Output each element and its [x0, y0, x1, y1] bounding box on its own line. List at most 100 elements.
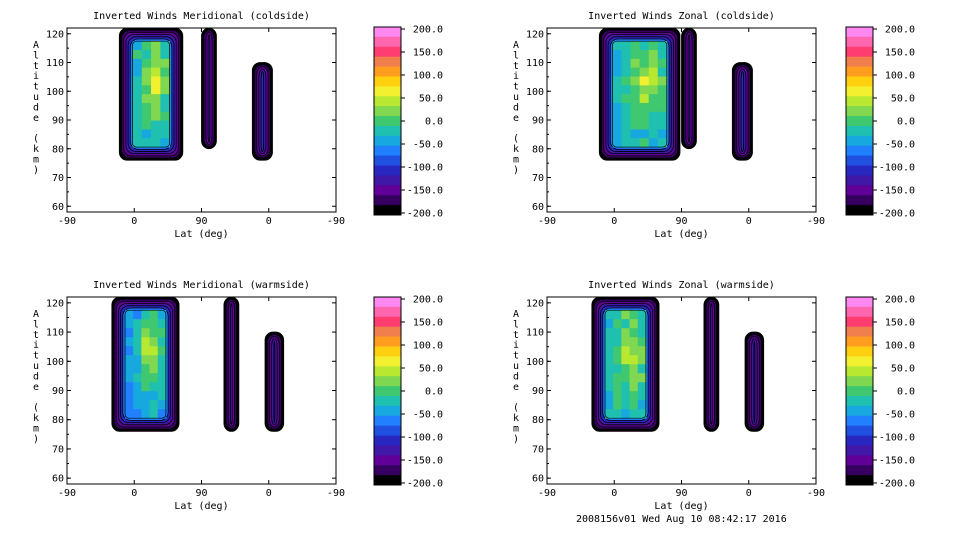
colorbar-swatch — [846, 27, 873, 38]
colorbar-tick-label: -50.0 — [413, 410, 443, 421]
heatmap-cell — [605, 346, 614, 356]
heatmap-cell — [629, 346, 639, 356]
heatmap-cell — [637, 373, 647, 383]
y-tick-label: 120 — [526, 29, 544, 40]
y-tick-label: 120 — [46, 298, 64, 309]
heatmap-cell — [132, 102, 143, 113]
colorbar-swatch — [846, 145, 873, 157]
heatmap-cell — [151, 129, 161, 139]
heatmap-cell — [160, 102, 171, 113]
heatmap-cell — [621, 310, 631, 320]
colorbar-swatch — [846, 326, 873, 337]
heatmap-body — [118, 28, 273, 161]
colorbar-swatch — [374, 297, 401, 308]
y-tick-label: 60 — [52, 474, 64, 485]
footer-stamp: 2008156v01 Wed Aug 10 08:42:17 2016 — [576, 514, 787, 525]
heatmap-cell — [151, 50, 161, 60]
heatmap-cell — [151, 58, 161, 69]
colorbar-tick-label: 0.0 — [425, 387, 443, 398]
y-tick-label: 70 — [52, 444, 64, 455]
heatmap-cell — [630, 102, 641, 113]
heatmap-cell — [149, 328, 159, 338]
heatmap-cell — [629, 319, 639, 329]
heatmap-cell — [648, 129, 659, 139]
heatmap-cell — [621, 76, 632, 86]
y-tick-label: 90 — [532, 386, 544, 397]
heatmap-cell — [133, 355, 142, 365]
x-tick-label: 90 — [675, 488, 687, 499]
colorbar-swatch — [374, 46, 401, 58]
heatmap-cell — [133, 364, 142, 374]
heatmap-cell — [630, 67, 641, 77]
heatmap-cell — [637, 328, 647, 338]
data-region — [201, 28, 217, 150]
heatmap-cell — [648, 102, 659, 113]
heatmap-cell — [621, 337, 631, 347]
heatmap-cell — [629, 328, 639, 338]
colorbar-swatch — [374, 135, 401, 147]
colorbar-swatch — [846, 205, 873, 216]
heatmap-cell — [621, 58, 632, 69]
x-tick-label: 0 — [131, 216, 137, 227]
heatmap-cell — [639, 129, 650, 139]
heatmap-cell — [630, 76, 641, 86]
x-tick-label: 0 — [611, 488, 617, 499]
heatmap-cell — [149, 355, 159, 365]
colorbar-tick-label: -150.0 — [879, 456, 915, 467]
colorbar: 200.0 150.0 100.0 50.0 0.0 -50.0 -100.0 -150.0 -… — [373, 25, 443, 220]
colorbar-tick-label: 200.0 — [413, 25, 443, 36]
heatmap-cell — [141, 41, 152, 51]
colorbar-swatch — [846, 86, 873, 97]
heatmap-cell — [151, 111, 161, 122]
colorbar-swatch — [374, 145, 401, 157]
y-tick-label: 110 — [46, 328, 64, 339]
heatmap-cell — [648, 50, 659, 60]
colorbar-swatch — [374, 425, 401, 436]
heatmap-cell — [621, 138, 632, 148]
y-tick-label: 110 — [526, 328, 544, 339]
colorbar-swatch — [374, 306, 401, 318]
heatmap-cell — [605, 355, 614, 365]
heatmap-cell — [612, 67, 623, 77]
y-tick-label: 60 — [532, 474, 544, 485]
heatmap-cell — [605, 319, 614, 329]
colorbar-tick-label: -100.0 — [879, 433, 915, 444]
heatmap-cell — [157, 355, 167, 365]
colorbar-swatch — [846, 346, 873, 357]
colorbar-tick-label: 100.0 — [413, 341, 443, 352]
heatmap-cell — [648, 67, 659, 77]
x-axis-label: Lat (deg) — [654, 501, 708, 512]
heatmap-cell — [629, 364, 639, 374]
x-tick-label: -90 — [538, 488, 556, 499]
colorbar-tick-label: 50.0 — [419, 364, 443, 375]
heatmap-cell — [157, 310, 167, 320]
heatmap-cell — [657, 129, 668, 139]
heatmap-cell — [657, 94, 668, 104]
colorbar-tick-label: 100.0 — [885, 71, 915, 82]
heatmap-cell — [639, 111, 650, 122]
heatmap-cell — [141, 102, 152, 113]
colorbar-swatch — [374, 125, 401, 137]
heatmap-cell — [621, 50, 632, 60]
colorbar-swatch — [374, 376, 401, 387]
colorbar-tick-label: -50.0 — [885, 410, 915, 421]
y-tick-label: 110 — [526, 58, 544, 69]
heatmap-cell — [157, 373, 167, 383]
heatmap-cell — [613, 409, 622, 419]
colorbar-tick-label: 200.0 — [885, 25, 915, 36]
colorbar-tick-label: -200.0 — [879, 209, 915, 220]
heatmap-cell — [125, 328, 134, 338]
colorbar-tick-label: 50.0 — [419, 94, 443, 105]
heatmap-cell — [639, 41, 650, 51]
colorbar-swatch — [846, 165, 873, 176]
heatmap-cell — [160, 50, 171, 60]
heatmap-cell — [149, 382, 159, 392]
heatmap-cell — [613, 355, 622, 365]
heatmap-cell — [613, 310, 622, 320]
heatmap-cell — [637, 346, 647, 356]
colorbar-swatch — [374, 395, 401, 407]
heatmap-cell — [613, 391, 622, 401]
heatmap-cell — [639, 85, 650, 95]
x-tick-label: 0 — [266, 216, 272, 227]
